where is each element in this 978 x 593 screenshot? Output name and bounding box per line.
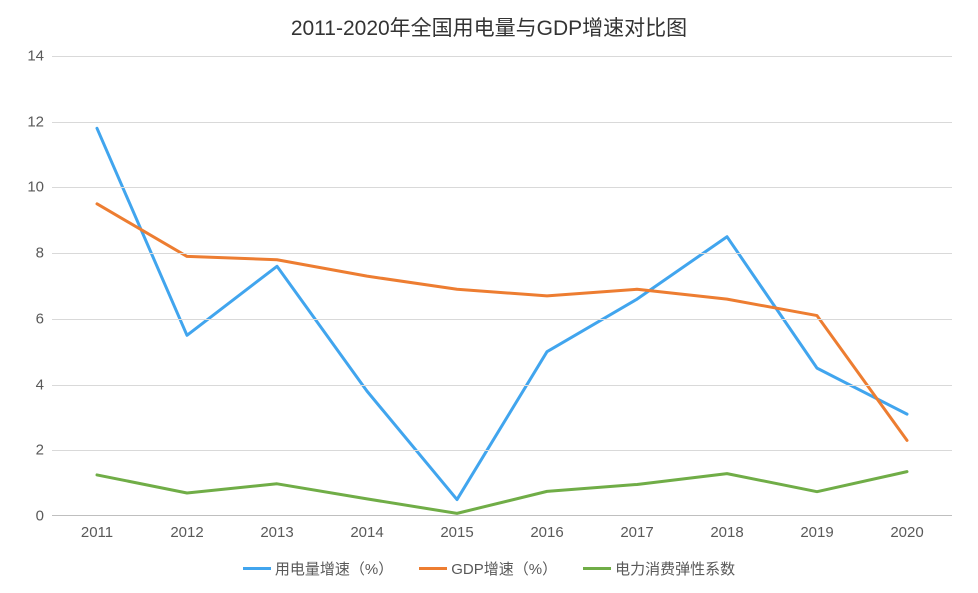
legend-label: 电力消费弹性系数 [615,558,735,579]
legend-item: 用电量增速（%） [243,558,393,579]
chart-title: 2011-2020年全国用电量与GDP增速对比图 [0,12,978,42]
x-tick-label: 2016 [530,516,563,541]
y-tick-label: 2 [36,442,52,459]
y-tick-label: 6 [36,310,52,327]
x-tick-label: 2017 [620,516,653,541]
x-tick-label: 2012 [170,516,203,541]
series-line [97,472,907,514]
legend-item: 电力消费弹性系数 [583,558,735,579]
legend-swatch [583,567,611,570]
x-tick-label: 2011 [81,516,113,541]
grid-line [52,319,952,320]
x-tick-label: 2020 [890,516,923,541]
y-tick-label: 0 [36,508,52,525]
chart-container: 2011-2020年全国用电量与GDP增速对比图 024681012142011… [0,0,978,593]
plot-area: 0246810121420112012201320142015201620172… [52,56,952,516]
legend-label: GDP增速（%） [451,558,557,579]
legend-swatch [419,567,447,570]
y-tick-label: 12 [27,113,52,130]
grid-line [52,253,952,254]
legend-label: 用电量增速（%） [275,558,393,579]
grid-line [52,56,952,57]
y-tick-label: 10 [27,179,52,196]
x-tick-label: 2015 [440,516,473,541]
y-tick-label: 4 [36,376,52,393]
grid-line [52,187,952,188]
legend-item: GDP增速（%） [419,558,557,579]
grid-line [52,122,952,123]
x-tick-label: 2013 [260,516,293,541]
y-tick-label: 8 [36,245,52,262]
chart-lines-svg [52,56,952,516]
grid-line [52,385,952,386]
x-tick-label: 2018 [710,516,743,541]
legend-swatch [243,567,271,570]
x-tick-label: 2019 [800,516,833,541]
grid-line [52,450,952,451]
legend: 用电量增速（%） GDP增速（%） 电力消费弹性系数 [0,558,978,579]
x-tick-label: 2014 [350,516,383,541]
y-tick-label: 14 [27,48,52,65]
series-line [97,128,907,499]
